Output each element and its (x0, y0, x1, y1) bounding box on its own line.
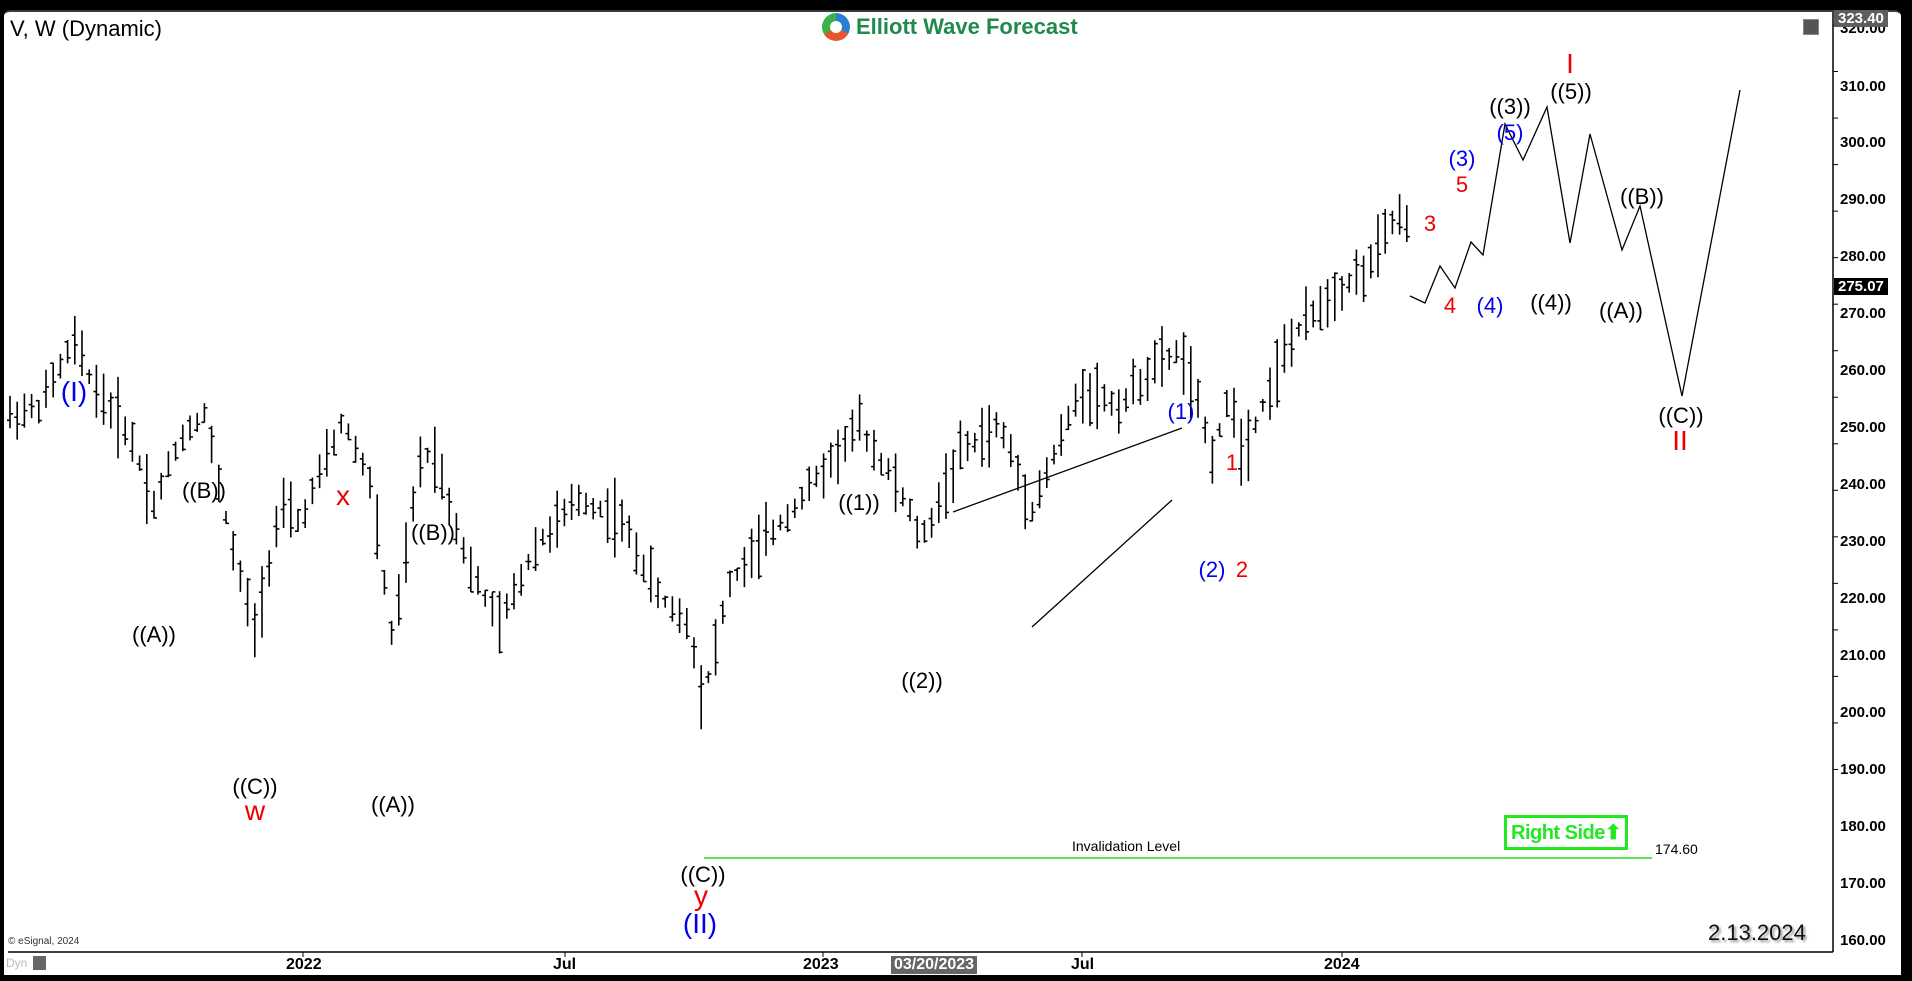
y-label: 220.00 (1840, 590, 1886, 607)
wave-label: 3 (1423, 211, 1437, 236)
y-label: 280.00 (1840, 248, 1886, 265)
y-label: 250.00 (1840, 419, 1886, 436)
wave-label: 5 (1455, 172, 1469, 197)
wave-label: (3) (1448, 146, 1476, 171)
chart-title: V, W (Dynamic) (10, 16, 162, 41)
wave-label: (I) (60, 376, 88, 407)
y-label: 300.00 (1840, 134, 1886, 151)
high-price-tag: 323.40 (1834, 10, 1888, 27)
wave-label: 1 (1225, 450, 1239, 475)
wave-label: ((A)) (1599, 298, 1643, 323)
restore-window-icon[interactable] (1803, 19, 1819, 35)
wave-label: ((2)) (901, 668, 943, 693)
right-side-badge: Right Side⬆ (1504, 815, 1629, 850)
y-label: 260.00 (1840, 362, 1886, 379)
y-label: 160.00 (1840, 932, 1886, 949)
y-label: 290.00 (1840, 191, 1886, 208)
wave-label: (II) (682, 908, 718, 939)
wave-label: (2) (1198, 557, 1226, 582)
copyright-text: © eSignal, 2024 (8, 936, 80, 947)
brand-logo: Elliott Wave Forecast (822, 13, 1078, 41)
y-label: 190.00 (1840, 761, 1886, 778)
wave-label: 4 (1443, 293, 1457, 318)
right-side-label: Right Side (1511, 822, 1605, 844)
y-label: 240.00 (1840, 476, 1886, 493)
logo-icon (822, 13, 850, 41)
wave-label: (5) (1496, 120, 1524, 145)
x-label: 2022 (286, 956, 322, 973)
wave-label: ((B)) (182, 478, 226, 503)
wave-label: ((C)) (1658, 403, 1704, 428)
invalidation-value: 174.60 (1655, 841, 1698, 857)
arrow-up-icon: ⬆ (1604, 822, 1622, 844)
wave-label: y (694, 880, 708, 911)
last-price-tag: 275.07 (1834, 278, 1888, 295)
lock-icon[interactable] (33, 956, 46, 970)
x-label: Jul (1071, 956, 1095, 973)
wave-label: ((A)) (371, 792, 415, 817)
wave-label: ((C)) (232, 774, 278, 799)
wave-label: I (1566, 48, 1574, 79)
wave-label: 2 (1235, 557, 1249, 582)
y-label: 180.00 (1840, 818, 1886, 835)
y-label: 170.00 (1840, 875, 1886, 892)
wave-label: ((A)) (132, 622, 176, 647)
dyn-label: Dyn (6, 956, 28, 970)
crosshair-date-label: 03/20/2023 (891, 956, 978, 974)
wave-label: II (1672, 425, 1688, 456)
wave-label: x (336, 480, 350, 511)
x-label: 2024 (1324, 956, 1360, 973)
y-label: 270.00 (1840, 305, 1886, 322)
wave-label: ((1)) (838, 490, 880, 515)
y-label: 230.00 (1840, 533, 1886, 550)
y-label: 200.00 (1840, 704, 1886, 721)
wave-label: ((B)) (411, 520, 455, 545)
y-label: 210.00 (1840, 647, 1886, 664)
wave-label: ((C)) (680, 862, 726, 887)
wave-label: w (244, 795, 266, 826)
wave-label: ((B)) (1620, 184, 1664, 209)
wave-label: ((5)) (1550, 79, 1592, 104)
wave-label: (1) (1167, 399, 1195, 424)
date-stamp: 2.13.2024 (1708, 920, 1806, 945)
wave-label: ((4)) (1530, 290, 1572, 315)
wave-label: (4) (1476, 293, 1504, 318)
y-label: 310.00 (1840, 78, 1886, 95)
x-label: Jul (553, 956, 577, 973)
brand-name: Elliott Wave Forecast (856, 14, 1078, 39)
wedge-lower-line (1031, 499, 1173, 628)
wave-label: ((3)) (1489, 94, 1531, 119)
wedge-upper-line (952, 427, 1183, 513)
invalidation-label: Invalidation Level (1072, 838, 1181, 854)
x-label: 2023 (803, 956, 839, 973)
